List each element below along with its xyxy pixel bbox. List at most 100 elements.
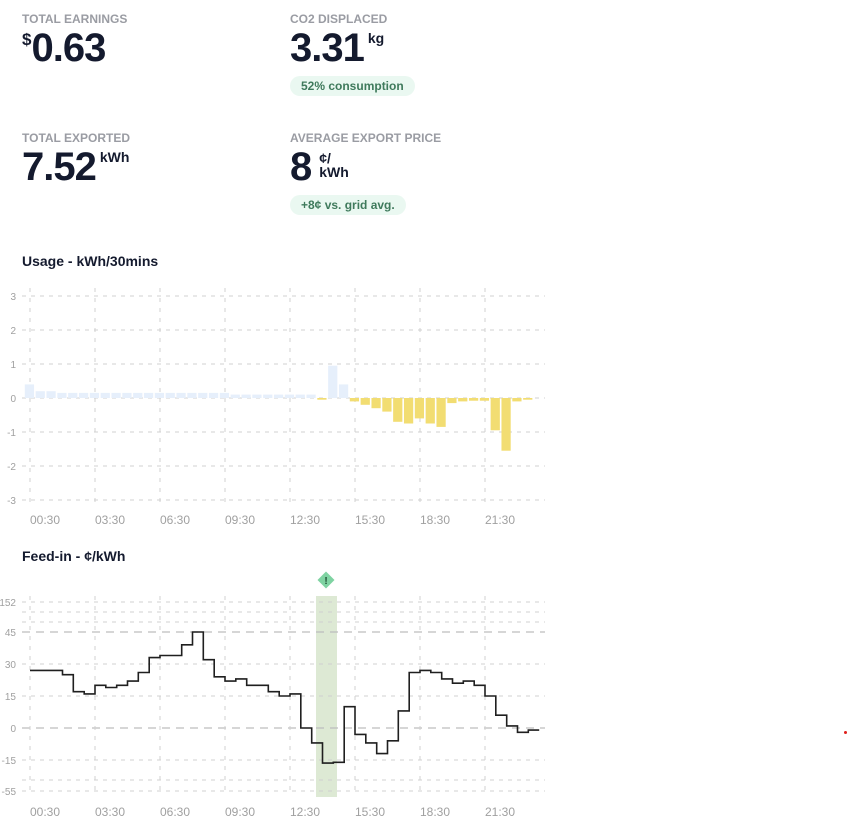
y-tick-label: -1 [7, 428, 16, 439]
export-bar[interactable] [458, 398, 468, 402]
usage-chart: 3 2 1 0 -1 -2 -3 00:30 03:30 06:30 09:30 12:30 15:30… [7, 288, 545, 527]
y-tick-label: 3 [10, 292, 16, 303]
import-bar[interactable] [78, 392, 89, 398]
stat-label: TOTAL EXPORTED [22, 131, 131, 145]
export-bar[interactable] [479, 398, 490, 401]
export-bar[interactable] [490, 398, 500, 431]
import-bar[interactable] [273, 394, 284, 398]
stat-co2-displaced: CO2 DISPLACED 3.31 kg [290, 12, 387, 68]
import-bar[interactable] [24, 384, 35, 398]
x-tick-label: 12:30 [290, 805, 320, 819]
import-bar[interactable] [111, 392, 121, 398]
usage-chart-title: Usage - kWh/30mins [22, 253, 159, 269]
import-bar[interactable] [122, 392, 132, 398]
x-tick-label: 03:30 [95, 513, 125, 527]
alert-marker-icon[interactable]: ! [317, 571, 335, 589]
import-bar[interactable] [187, 392, 197, 398]
export-bar[interactable] [349, 398, 360, 402]
x-tick-label: 06:30 [160, 805, 190, 819]
export-bar[interactable] [436, 398, 446, 427]
import-bar[interactable] [89, 392, 100, 398]
import-bar[interactable] [46, 391, 56, 398]
export-bar[interactable] [414, 398, 425, 419]
import-bar[interactable] [176, 392, 186, 398]
exported-amount: 7.52 [22, 145, 97, 189]
alert-diamond[interactable] [317, 571, 335, 589]
x-tick-label: 03:30 [95, 805, 125, 819]
y-tick-label: 15 [5, 692, 17, 703]
stat-value: $ 0.63 [22, 28, 127, 68]
export-bar[interactable] [512, 398, 522, 402]
x-tick-label: 12:30 [290, 513, 320, 527]
export-bar[interactable] [393, 398, 403, 422]
import-bar[interactable] [57, 392, 67, 398]
export-bar[interactable] [425, 398, 435, 424]
y-tick-label: -55 [2, 787, 17, 798]
x-tick-label: 15:30 [355, 805, 385, 819]
y-tick-label: 0 [10, 394, 16, 405]
import-bar[interactable] [295, 394, 305, 398]
import-bar[interactable] [100, 392, 110, 398]
y-tick-label: 0 [10, 724, 16, 735]
export-bar[interactable] [447, 398, 457, 404]
import-bar[interactable] [263, 394, 273, 398]
export-bar[interactable] [317, 398, 327, 400]
exclamation-icon: ! [324, 576, 327, 587]
co2-amount: 3.31 [290, 26, 365, 70]
currency-symbol: $ [22, 30, 32, 49]
import-bar[interactable] [219, 392, 230, 398]
x-tick-label: 00:30 [30, 805, 60, 819]
usage-grid [22, 288, 545, 506]
x-tick-label: 00:30 [30, 513, 60, 527]
price-unit-top: ¢/ [319, 150, 331, 166]
y-tick-label: 1 [10, 360, 16, 371]
consumption-badge: 52% consumption [290, 76, 415, 96]
stat-value: 7.52 kWh [22, 147, 130, 187]
stat-label: TOTAL EARNINGS [22, 12, 128, 26]
usage-bars [24, 365, 533, 451]
highlight-band [316, 596, 337, 797]
price-unit-bottom: kWh [319, 164, 349, 180]
exported-unit: kWh [99, 149, 130, 165]
stat-label: CO2 DISPLACED [290, 12, 388, 26]
import-bar[interactable] [68, 392, 78, 398]
y-tick-label: 30 [5, 660, 17, 671]
y-tick-label: -3 [7, 496, 16, 507]
price-step-line [30, 631, 540, 764]
import-bar[interactable] [154, 392, 165, 398]
cursor-dot [844, 731, 847, 734]
export-bar[interactable] [382, 398, 392, 412]
import-bar[interactable] [165, 392, 175, 398]
stat-total-exported: TOTAL EXPORTED 7.52 kWh [22, 131, 130, 187]
import-bar[interactable] [208, 392, 219, 398]
import-bar[interactable] [143, 392, 154, 398]
export-bar[interactable] [468, 398, 479, 401]
x-tick-label: 21:30 [485, 805, 515, 819]
co2-unit: kg [367, 30, 385, 46]
import-bar[interactable] [306, 394, 316, 398]
import-bar[interactable] [328, 365, 338, 398]
import-bar[interactable] [284, 394, 295, 398]
stat-total-earnings: TOTAL EARNINGS $ 0.63 [22, 12, 127, 68]
price-amount: 8 [290, 145, 312, 189]
import-bar[interactable] [241, 394, 251, 398]
y-tick-label: 152 [0, 598, 16, 609]
export-bar[interactable] [501, 398, 511, 451]
export-bar[interactable] [523, 398, 533, 400]
export-bar[interactable] [403, 398, 414, 424]
import-bar[interactable] [252, 394, 262, 398]
x-tick-label: 09:30 [225, 805, 255, 819]
import-bar[interactable] [230, 394, 240, 398]
x-tick-label: 15:30 [355, 513, 385, 527]
price-unit: ¢/ kWh [319, 151, 349, 179]
export-bar[interactable] [371, 398, 381, 409]
export-bar[interactable] [360, 398, 370, 405]
price-spike-highlight [316, 596, 337, 797]
import-bar[interactable] [198, 392, 208, 398]
import-bar[interactable] [338, 384, 349, 398]
import-bar[interactable] [35, 391, 45, 398]
import-bar[interactable] [133, 392, 143, 398]
x-tick-label: 09:30 [225, 513, 255, 527]
stat-value: 3.31 kg [290, 28, 387, 68]
y-tick-label: -15 [2, 756, 17, 767]
